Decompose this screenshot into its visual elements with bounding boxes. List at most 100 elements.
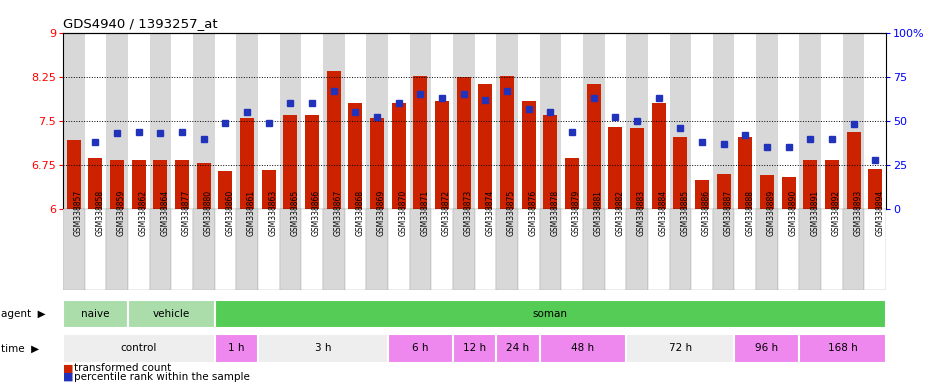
Bar xyxy=(262,170,276,209)
Bar xyxy=(717,174,731,209)
Text: GSM338878: GSM338878 xyxy=(550,190,560,237)
Bar xyxy=(323,33,344,209)
Bar xyxy=(691,209,713,290)
Bar xyxy=(522,101,536,209)
Bar xyxy=(171,209,193,290)
Bar xyxy=(63,300,128,328)
Bar xyxy=(846,132,860,209)
Bar xyxy=(63,33,84,209)
Bar xyxy=(366,209,388,290)
Bar xyxy=(626,334,734,363)
Bar xyxy=(258,33,279,209)
Text: GSM338876: GSM338876 xyxy=(529,190,537,237)
Bar xyxy=(778,33,799,209)
Bar xyxy=(496,334,539,363)
Bar xyxy=(215,300,886,328)
Bar xyxy=(431,209,453,290)
Bar xyxy=(586,84,600,209)
Text: GSM338887: GSM338887 xyxy=(723,190,733,237)
Text: GSM338875: GSM338875 xyxy=(507,190,516,237)
Text: GSM338872: GSM338872 xyxy=(442,190,451,237)
Bar xyxy=(609,127,623,209)
Bar xyxy=(218,171,232,209)
Bar xyxy=(131,160,146,209)
Bar xyxy=(128,33,150,209)
Text: percentile rank within the sample: percentile rank within the sample xyxy=(74,372,250,382)
Bar xyxy=(670,209,691,290)
Bar xyxy=(128,300,215,328)
Text: GSM338884: GSM338884 xyxy=(659,190,668,237)
Text: GSM338857: GSM338857 xyxy=(74,190,82,237)
Bar xyxy=(240,118,254,209)
Bar xyxy=(738,137,752,209)
Bar xyxy=(391,103,406,209)
Bar xyxy=(197,163,211,209)
Text: GSM338882: GSM338882 xyxy=(615,190,624,236)
Bar xyxy=(799,334,886,363)
Bar xyxy=(344,33,366,209)
Bar xyxy=(518,33,539,209)
Bar xyxy=(673,137,687,209)
Bar xyxy=(323,209,344,290)
Bar xyxy=(626,209,647,290)
Bar xyxy=(583,33,605,209)
Bar xyxy=(110,161,124,209)
Bar xyxy=(760,175,774,209)
Bar xyxy=(865,209,886,290)
Bar xyxy=(734,33,756,209)
Bar xyxy=(734,334,799,363)
Text: GSM338858: GSM338858 xyxy=(95,190,105,237)
Bar xyxy=(648,209,670,290)
Bar xyxy=(171,33,193,209)
Text: GSM338860: GSM338860 xyxy=(226,190,234,237)
Text: GDS4940 / 1393257_at: GDS4940 / 1393257_at xyxy=(63,17,217,30)
Bar xyxy=(518,209,539,290)
Bar xyxy=(388,334,453,363)
Bar xyxy=(651,103,666,209)
Text: GSM338877: GSM338877 xyxy=(182,190,191,237)
Bar xyxy=(626,33,647,209)
Bar xyxy=(799,33,821,209)
Text: time  ▶: time ▶ xyxy=(1,343,39,354)
Text: GSM338892: GSM338892 xyxy=(832,190,841,237)
Bar xyxy=(302,33,323,209)
Text: 12 h: 12 h xyxy=(462,343,487,354)
Bar xyxy=(215,334,258,363)
Text: GSM338866: GSM338866 xyxy=(312,190,321,237)
Bar xyxy=(756,209,778,290)
Bar xyxy=(388,209,410,290)
Text: GSM338869: GSM338869 xyxy=(377,190,386,237)
Text: 48 h: 48 h xyxy=(572,343,595,354)
Bar xyxy=(63,334,215,363)
Bar xyxy=(648,33,670,209)
Bar xyxy=(106,209,128,290)
Bar xyxy=(89,158,103,209)
Text: GSM338883: GSM338883 xyxy=(637,190,646,237)
Bar xyxy=(825,161,839,209)
Text: GSM338873: GSM338873 xyxy=(463,190,473,237)
Bar xyxy=(388,33,410,209)
Bar xyxy=(691,33,713,209)
Text: GSM338864: GSM338864 xyxy=(160,190,169,237)
Bar xyxy=(843,33,865,209)
Bar xyxy=(150,209,171,290)
Bar xyxy=(453,209,475,290)
Bar xyxy=(193,209,215,290)
Bar xyxy=(279,33,302,209)
Text: GSM338870: GSM338870 xyxy=(399,190,408,237)
Bar xyxy=(561,33,583,209)
Bar xyxy=(302,209,323,290)
Bar xyxy=(327,71,340,209)
Text: GSM338893: GSM338893 xyxy=(854,190,863,237)
Text: GSM338889: GSM338889 xyxy=(767,190,776,237)
Bar xyxy=(453,33,475,209)
Bar xyxy=(778,209,799,290)
Text: GSM338861: GSM338861 xyxy=(247,190,256,237)
Bar xyxy=(478,84,492,209)
Bar xyxy=(756,33,778,209)
Text: GSM338886: GSM338886 xyxy=(702,190,711,237)
Text: agent  ▶: agent ▶ xyxy=(1,309,45,319)
Bar xyxy=(583,209,605,290)
Bar xyxy=(605,209,626,290)
Text: 1 h: 1 h xyxy=(228,343,244,354)
